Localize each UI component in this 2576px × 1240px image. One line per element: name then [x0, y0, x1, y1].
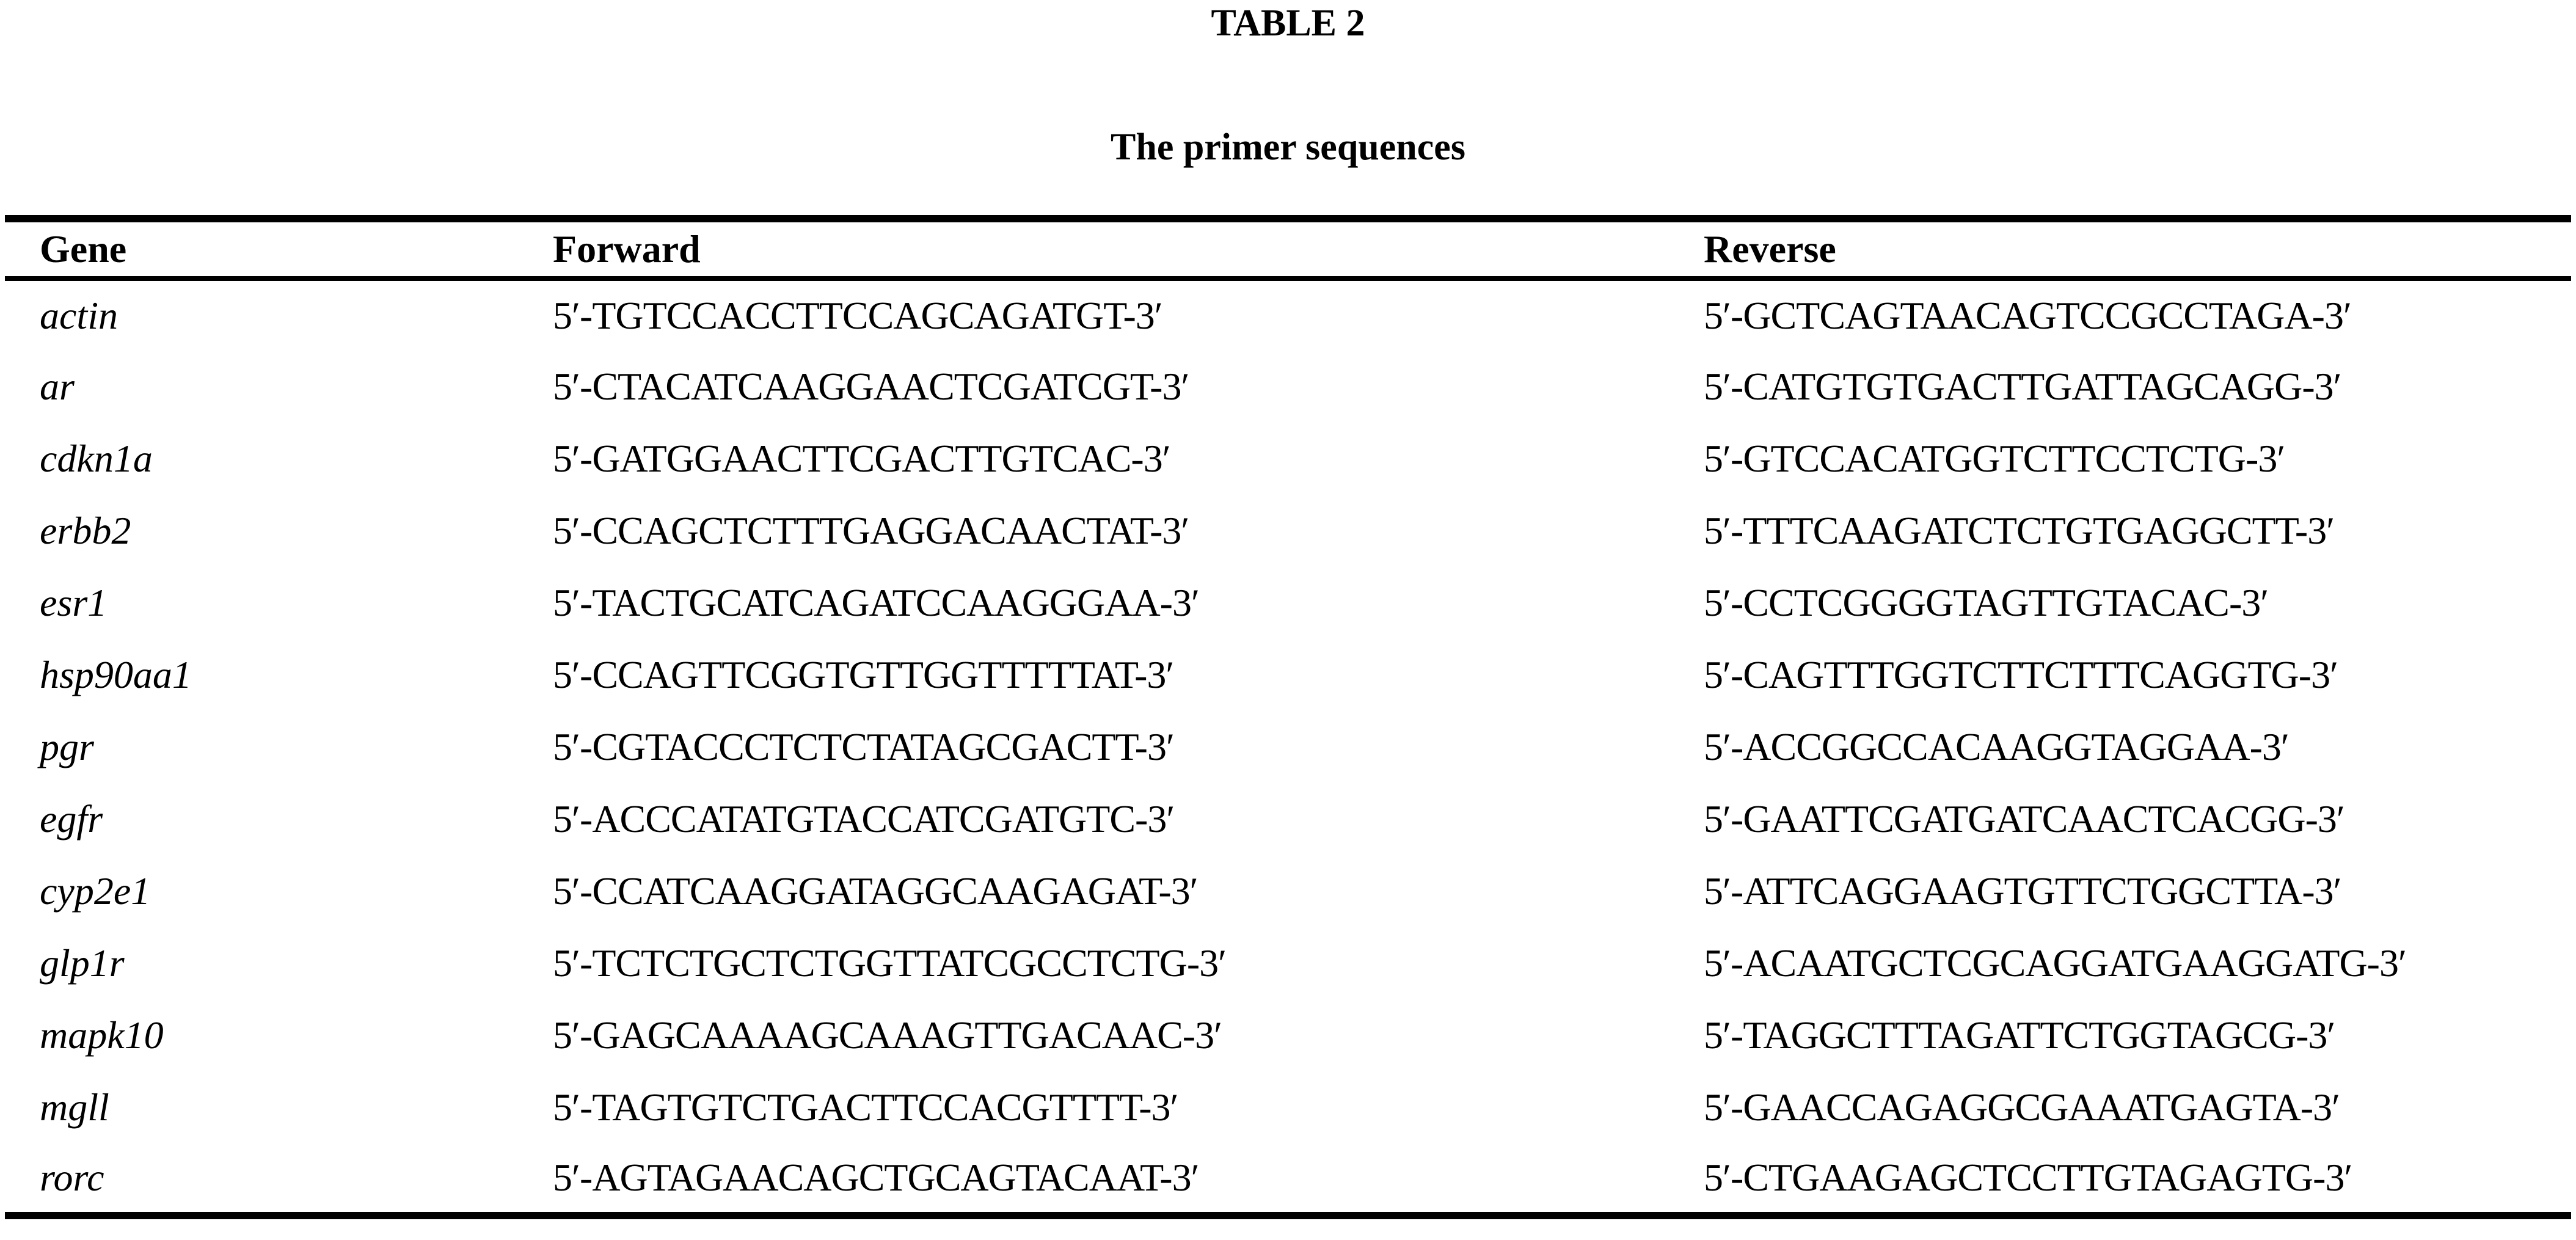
column-header-forward: Forward — [553, 219, 1704, 281]
reverse-sequence-cell: 5′-CAGTTTGGTCTTCTTTCAGGTG-3′ — [1704, 653, 2338, 696]
forward-sequence-cell: 5′-CCAGCTCTTTGAGGACAACTAT-3′ — [553, 509, 1189, 552]
forward-sequence-cell: 5′-TCTCTGCTCTGGTTATCGCCTCTG-3′ — [553, 941, 1227, 985]
reverse-sequence-cell: 5′-CATGTGTGACTTGATTAGCAGG-3′ — [1704, 365, 2342, 408]
table-row: glp1r 5′-TCTCTGCTCTGGTTATCGCCTCTG-3′ 5′-… — [5, 927, 2571, 999]
table-row: egfr 5′-ACCCATATGTACCATCGATGTC-3′ 5′-GAA… — [5, 783, 2571, 855]
gene-cell: mapk10 — [40, 1013, 164, 1057]
gene-cell: rorc — [40, 1156, 104, 1199]
table-row: pgr 5′-CGTACCCTCTCTATAGCGACTT-3′ 5′-ACCG… — [5, 711, 2571, 783]
header-row: Gene Forward Reverse — [5, 219, 2571, 281]
gene-cell: actin — [40, 294, 118, 337]
forward-sequence-cell: 5′-TGTCCACCTTCCAGCAGATGT-3′ — [553, 294, 1163, 337]
gene-cell: pgr — [40, 725, 94, 768]
gene-cell: cyp2e1 — [40, 869, 151, 913]
forward-sequence-cell: 5′-TACTGCATCAGATCCAAGGGAA-3′ — [553, 581, 1200, 624]
reverse-sequence-cell: 5′-ATTCAGGAAGTGTTCTGGCTTA-3′ — [1704, 869, 2342, 913]
table-row: mapk10 5′-GAGCAAAAGCAAAGTTGACAAC-3′ 5′-T… — [5, 999, 2571, 1071]
reverse-sequence-cell: 5′-GAACCAGAGGCGAAATGAGTA-3′ — [1704, 1085, 2340, 1129]
column-header-reverse: Reverse — [1704, 219, 2571, 281]
gene-cell: ar — [40, 365, 75, 408]
primer-table-body: actin 5′-TGTCCACCTTCCAGCAGATGT-3′ 5′-GCT… — [5, 279, 2571, 1216]
table-label: TABLE 2 — [1211, 2, 1365, 44]
reverse-sequence-cell: 5′-CCTCGGGGTAGTTGTACAC-3′ — [1704, 581, 2269, 624]
table-row: mgll 5′-TAGTGTCTGACTTCCACGTTTT-3′ 5′-GAA… — [5, 1071, 2571, 1143]
forward-sequence-cell: 5′-GAGCAAAAGCAAAGTTGACAAC-3′ — [553, 1013, 1222, 1057]
table-row: esr1 5′-TACTGCATCAGATCCAAGGGAA-3′ 5′-CCT… — [5, 567, 2571, 639]
table-row: hsp90aa1 5′-CCAGTTCGGTGTTGGTTTTTAT-3′ 5′… — [5, 639, 2571, 711]
forward-sequence-cell: 5′-CGTACCCTCTCTATAGCGACTT-3′ — [553, 725, 1175, 768]
reverse-sequence-cell: 5′-GAATTCGATGATCAACTCACGG-3′ — [1704, 797, 2345, 841]
gene-cell: cdkn1a — [40, 437, 153, 480]
table-row: cyp2e1 5′-CCATCAAGGATAGGCAAGAGAT-3′ 5′-A… — [5, 855, 2571, 927]
table-row: ar 5′-CTACATCAAGGAACTCGATCGT-3′ 5′-CATGT… — [5, 351, 2571, 423]
gene-cell: glp1r — [40, 941, 125, 985]
table-row: cdkn1a 5′-GATGGAACTTCGACTTGTCAC-3′ 5′-GT… — [5, 423, 2571, 495]
reverse-sequence-cell: 5′-GTCCACATGGTCTTCCTCTG-3′ — [1704, 437, 2285, 480]
reverse-sequence-cell: 5′-ACCGGCCACAAGGTAGGAA-3′ — [1704, 725, 2290, 768]
forward-sequence-cell: 5′-TAGTGTCTGACTTCCACGTTTT-3′ — [553, 1085, 1179, 1129]
reverse-sequence-cell: 5′-TAGGCTTTAGATTCTGGTAGCG-3′ — [1704, 1013, 2335, 1057]
reverse-sequence-cell: 5′-ACAATGCTCGCAGGATGAAGGATG-3′ — [1704, 941, 2407, 985]
reverse-sequence-cell: 5′-TTTCAAGATCTCTGTGAGGCTT-3′ — [1704, 509, 2335, 552]
forward-sequence-cell: 5′-CCAGTTCGGTGTTGGTTTTTAT-3′ — [553, 653, 1174, 696]
forward-sequence-cell: 5′-GATGGAACTTCGACTTGTCAC-3′ — [553, 437, 1171, 480]
primer-table: Gene Forward Reverse actin 5′-TGTCCACCTT… — [5, 215, 2571, 1219]
table-row: actin 5′-TGTCCACCTTCCAGCAGATGT-3′ 5′-GCT… — [5, 279, 2571, 351]
gene-cell: esr1 — [40, 581, 108, 624]
reverse-sequence-cell: 5′-CTGAAGAGCTCCTTGTAGAGTG-3′ — [1704, 1156, 2352, 1199]
gene-cell: hsp90aa1 — [40, 653, 192, 696]
primer-table-header: Gene Forward Reverse — [5, 219, 2571, 281]
forward-sequence-cell: 5′-CTACATCAAGGAACTCGATCGT-3′ — [553, 365, 1189, 408]
column-header-gene: Gene — [5, 219, 553, 281]
reverse-sequence-cell: 5′-GCTCAGTAACAGTCCGCCTAGA-3′ — [1704, 294, 2352, 337]
gene-cell: mgll — [40, 1085, 109, 1129]
gene-cell: egfr — [40, 797, 103, 841]
forward-sequence-cell: 5′-CCATCAAGGATAGGCAAGAGAT-3′ — [553, 869, 1199, 913]
table-row: erbb2 5′-CCAGCTCTTTGAGGACAACTAT-3′ 5′-TT… — [5, 495, 2571, 567]
table-caption: The primer sequences — [1111, 126, 1465, 168]
forward-sequence-cell: 5′-ACCCATATGTACCATCGATGTC-3′ — [553, 797, 1175, 841]
table-row: rorc 5′-AGTAGAACAGCTGCAGTACAAT-3′ 5′-CTG… — [5, 1143, 2571, 1216]
forward-sequence-cell: 5′-AGTAGAACAGCTGCAGTACAAT-3′ — [553, 1156, 1200, 1199]
gene-cell: erbb2 — [40, 509, 131, 552]
